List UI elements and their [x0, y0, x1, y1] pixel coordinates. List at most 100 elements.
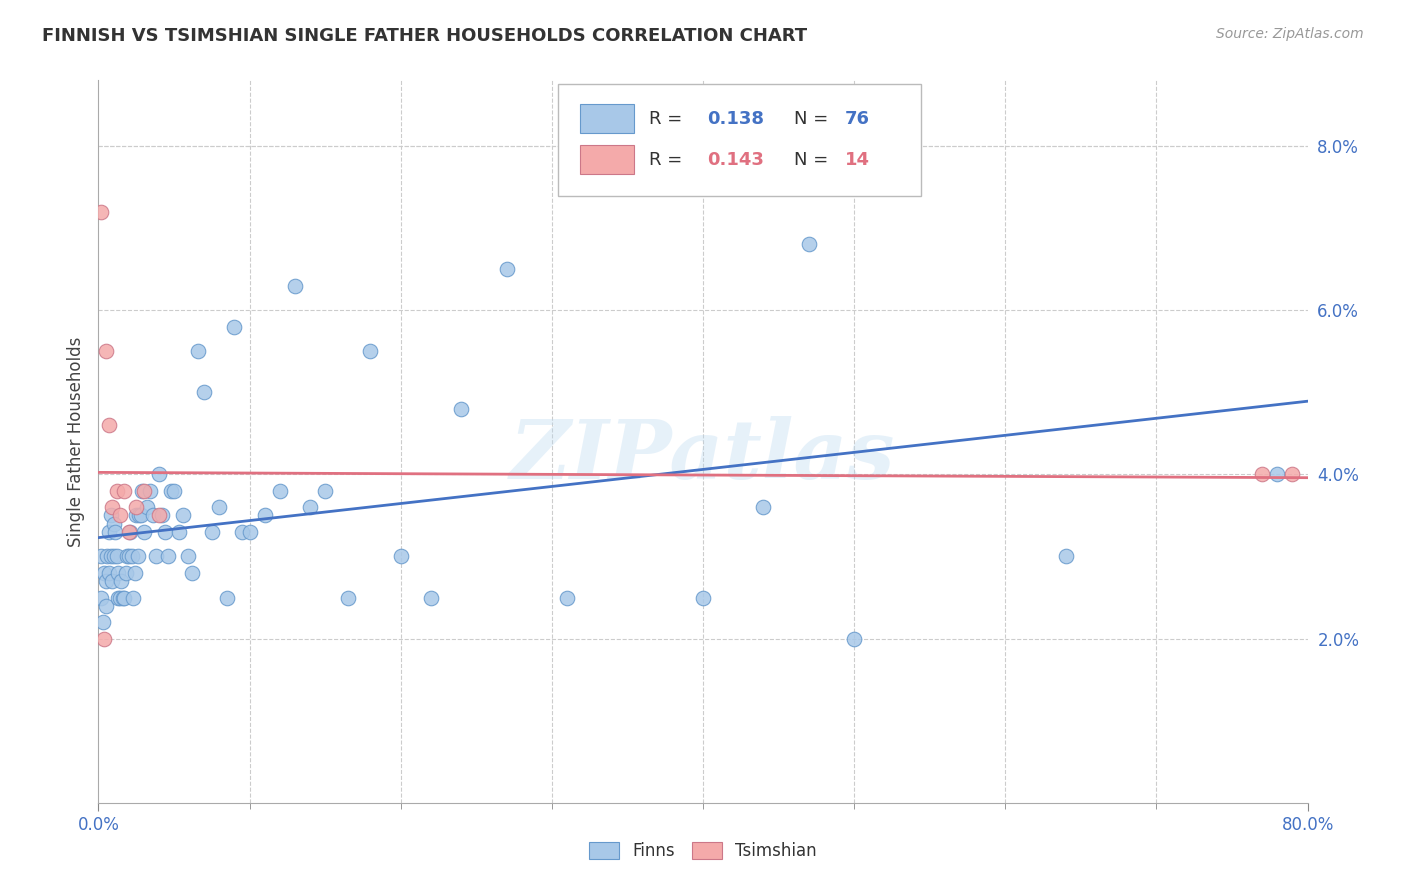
Point: [1267, 467, 1289, 482]
Point: [148, 508, 170, 523]
Point: [139, 483, 162, 498]
Point: [112, 483, 135, 498]
Point: [132, 483, 155, 498]
Text: ZIPatlas: ZIPatlas: [510, 416, 896, 496]
Point: [844, 632, 866, 646]
Point: [103, 549, 125, 564]
Point: [692, 591, 714, 605]
Point: [176, 549, 198, 564]
Point: [103, 516, 125, 531]
Point: [167, 524, 190, 539]
Point: [124, 566, 146, 580]
Point: [114, 566, 136, 580]
Point: [450, 401, 472, 416]
Point: [142, 508, 165, 523]
Text: N =: N =: [793, 151, 834, 169]
Point: [284, 278, 307, 293]
Point: [495, 262, 517, 277]
Point: [1281, 467, 1303, 482]
Point: [104, 524, 127, 539]
Point: [132, 524, 155, 539]
Point: [148, 467, 170, 482]
Point: [127, 549, 149, 564]
Point: [336, 591, 359, 605]
Text: 76: 76: [845, 110, 869, 128]
Point: [239, 524, 262, 539]
Point: [107, 566, 129, 580]
Point: [201, 524, 224, 539]
Point: [118, 524, 141, 539]
Point: [224, 319, 246, 334]
Point: [163, 483, 186, 498]
Point: [96, 549, 118, 564]
Point: [160, 483, 183, 498]
Point: [120, 524, 142, 539]
Point: [129, 508, 152, 523]
Point: [93, 566, 115, 580]
Point: [115, 549, 138, 564]
Point: [90, 549, 112, 564]
Text: R =: R =: [648, 151, 688, 169]
Point: [797, 237, 820, 252]
Point: [122, 591, 145, 605]
Point: [91, 615, 114, 630]
Text: FINNISH VS TSIMSHIAN SINGLE FATHER HOUSEHOLDS CORRELATION CHART: FINNISH VS TSIMSHIAN SINGLE FATHER HOUSE…: [42, 27, 807, 45]
Legend: Finns, Tsimshian: Finns, Tsimshian: [582, 835, 824, 867]
Point: [110, 574, 132, 588]
Point: [98, 524, 121, 539]
Text: 0.138: 0.138: [707, 110, 763, 128]
Point: [107, 591, 129, 605]
Point: [90, 591, 112, 605]
Text: 0.143: 0.143: [707, 151, 763, 169]
Point: [231, 524, 253, 539]
Point: [94, 344, 117, 359]
Point: [101, 574, 124, 588]
Point: [253, 508, 276, 523]
Point: [121, 549, 143, 564]
Point: [420, 591, 443, 605]
Point: [128, 508, 150, 523]
Point: [150, 508, 173, 523]
Point: [111, 591, 134, 605]
Point: [172, 508, 194, 523]
Y-axis label: Single Father Households: Single Father Households: [66, 336, 84, 547]
Point: [181, 566, 204, 580]
FancyBboxPatch shape: [558, 84, 921, 196]
Point: [90, 204, 112, 219]
Point: [208, 500, 231, 515]
Point: [555, 591, 578, 605]
Point: [145, 549, 167, 564]
Point: [135, 500, 157, 515]
Point: [193, 385, 215, 400]
Point: [108, 508, 131, 523]
Point: [1251, 467, 1274, 482]
Point: [215, 591, 238, 605]
Point: [105, 483, 128, 498]
FancyBboxPatch shape: [579, 104, 634, 133]
Point: [389, 549, 412, 564]
Text: Source: ZipAtlas.com: Source: ZipAtlas.com: [1216, 27, 1364, 41]
Point: [125, 508, 148, 523]
Point: [105, 549, 128, 564]
Point: [94, 599, 117, 613]
Point: [299, 500, 322, 515]
Point: [101, 500, 124, 515]
Point: [269, 483, 291, 498]
Point: [153, 524, 176, 539]
Point: [108, 591, 131, 605]
Point: [100, 549, 122, 564]
Point: [131, 483, 153, 498]
Point: [93, 632, 115, 646]
Point: [118, 549, 141, 564]
Point: [752, 500, 775, 515]
Point: [1054, 549, 1077, 564]
Point: [360, 344, 382, 359]
Point: [98, 418, 121, 433]
Text: N =: N =: [793, 110, 834, 128]
Point: [156, 549, 179, 564]
Point: [314, 483, 336, 498]
Point: [98, 566, 121, 580]
Point: [125, 500, 148, 515]
Text: R =: R =: [648, 110, 688, 128]
Point: [616, 155, 638, 169]
